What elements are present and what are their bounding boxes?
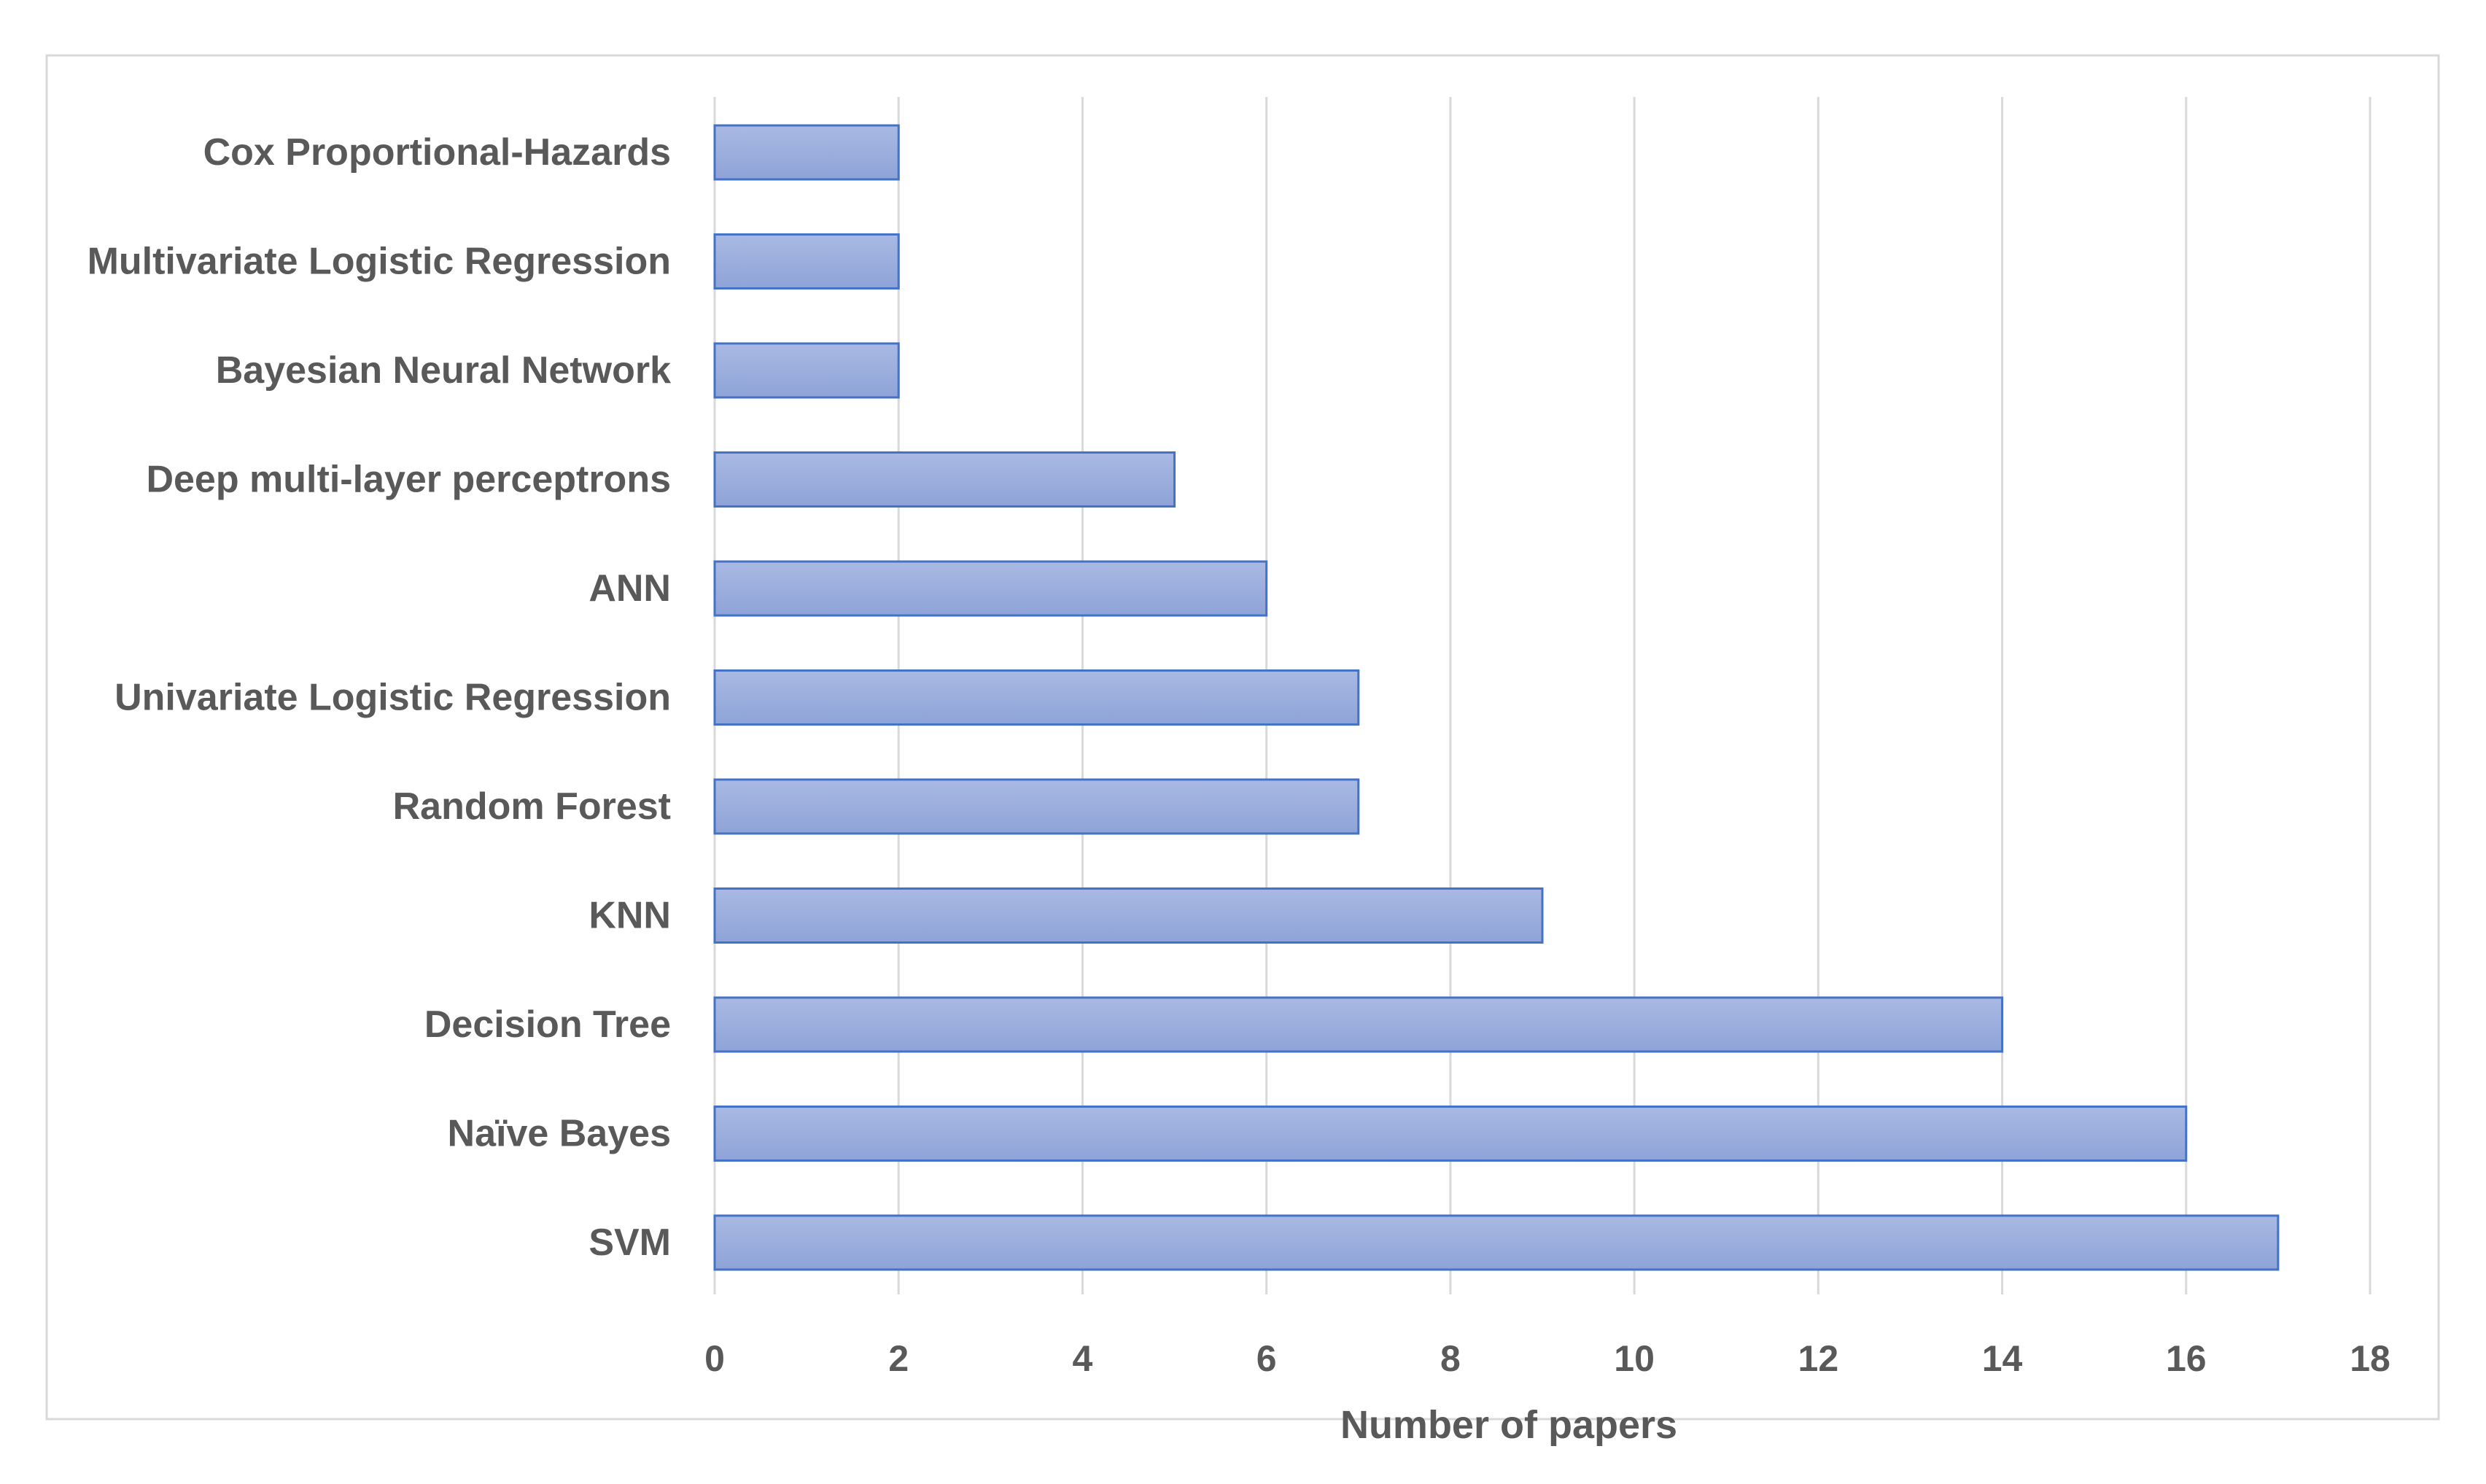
x-tick-label: 6	[1256, 1338, 1277, 1379]
category-label: SVM	[589, 1221, 671, 1264]
x-tick-label: 12	[1798, 1338, 1839, 1379]
bar	[713, 887, 1544, 944]
bar	[713, 560, 1268, 617]
category-label: Multivariate Logistic Regression	[88, 241, 671, 283]
category-label: Cox Proportional-Hazards	[203, 131, 671, 174]
category-label: Random Forest	[393, 785, 671, 828]
bar	[713, 124, 900, 181]
x-tick-labels: 0 2 4 6 8 10 12 14 16 18	[704, 1338, 2390, 1379]
x-tick-label: 18	[2350, 1338, 2390, 1379]
gridlines	[713, 97, 2372, 1294]
bar	[713, 233, 900, 290]
bar	[713, 342, 900, 399]
x-tick-label: 8	[1440, 1338, 1461, 1379]
category-label: Naïve Bayes	[448, 1113, 671, 1155]
category-labels: Cox Proportional-Hazards Multivariate Log…	[88, 131, 671, 1264]
x-tick-label: 14	[1982, 1338, 2023, 1379]
category-label: Decision Tree	[424, 1003, 671, 1046]
bar	[713, 451, 1176, 508]
x-tick-label: 2	[888, 1338, 909, 1379]
bar	[713, 1214, 2280, 1271]
x-tick-label: 16	[2166, 1338, 2207, 1379]
bar	[713, 1106, 2188, 1162]
category-label: Deep multi-layer perceptrons	[146, 459, 671, 501]
x-axis-title: Number of papers	[1340, 1403, 1677, 1447]
bars	[713, 124, 2280, 1271]
x-tick-label: 10	[1614, 1338, 1655, 1379]
category-label: KNN	[589, 895, 671, 937]
bar	[713, 996, 2004, 1053]
bar	[713, 778, 1360, 835]
category-label: Bayesian Neural Network	[216, 349, 671, 392]
category-label: Univariate Logistic Regression	[114, 677, 671, 719]
category-label: ANN	[589, 567, 671, 610]
bar	[713, 669, 1360, 726]
x-tick-label: 0	[704, 1338, 725, 1379]
chart-border	[45, 54, 2440, 1421]
x-tick-label: 4	[1073, 1338, 1093, 1379]
